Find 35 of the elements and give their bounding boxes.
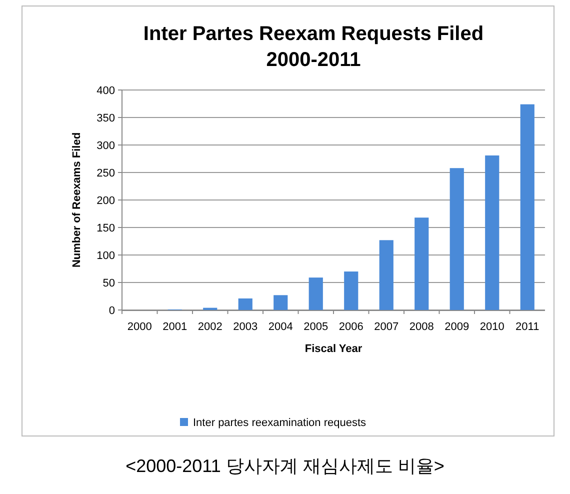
y-tick-label: 400 xyxy=(96,84,115,97)
chart-title: Inter Partes Reexam Requests Filed 2000-2011 xyxy=(143,23,484,71)
bar xyxy=(274,295,288,310)
bar xyxy=(450,168,464,310)
y-tick-label: 200 xyxy=(96,194,115,207)
bar xyxy=(344,272,358,310)
legend-label: Inter partes reexamination requests xyxy=(193,417,367,429)
bar xyxy=(485,155,500,310)
bar xyxy=(520,104,534,310)
x-tick-label: 2000 xyxy=(127,321,152,333)
x-tick-label: 2004 xyxy=(268,321,293,333)
x-axis-title: Fiscal Year xyxy=(304,343,363,355)
text: <2000-2011 당사자계 재심사제도 비율> xyxy=(126,456,444,476)
x-tick-label: 2008 xyxy=(409,321,434,333)
y-tick-label: 350 xyxy=(96,112,115,124)
bar xyxy=(238,298,252,310)
bar xyxy=(379,240,394,310)
x-tick-label: 2005 xyxy=(304,321,328,333)
x-tick-label: 2010 xyxy=(480,321,504,333)
x-tick-label: 2009 xyxy=(444,321,470,333)
x-tick-label: 2011 xyxy=(516,321,540,333)
y-tick-label: 250 xyxy=(96,167,115,180)
y-tick-label: 50 xyxy=(102,277,115,290)
x-tick-label: 2001 xyxy=(162,321,188,333)
bar xyxy=(308,278,323,310)
y-tick-label: 300 xyxy=(96,140,115,152)
x-tick-label: 2002 xyxy=(198,321,222,333)
y-tick-label: 150 xyxy=(96,222,115,234)
x-tick-label: 2003 xyxy=(233,321,258,333)
x-tick-label: 2006 xyxy=(338,321,364,333)
bar xyxy=(414,218,429,310)
y-tick-label: 0 xyxy=(108,304,115,317)
y-axis-title: Number of Reexams Filed xyxy=(71,132,83,268)
x-tick-label: 2007 xyxy=(374,321,399,333)
y-tick-label: 100 xyxy=(96,250,115,262)
